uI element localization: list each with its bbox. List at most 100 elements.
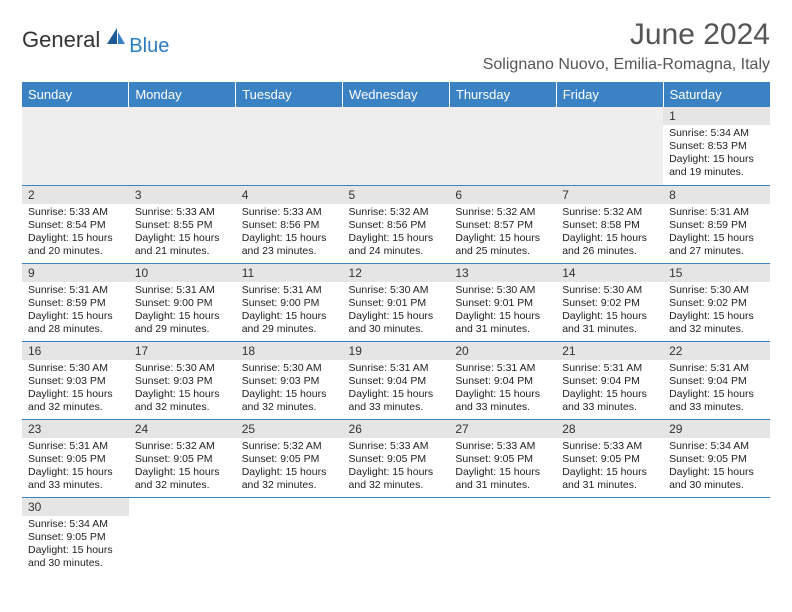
day-detail-line: Daylight: 15 hours <box>455 466 550 479</box>
day-detail-line: Daylight: 15 hours <box>669 388 764 401</box>
calendar-day-cell: 30Sunrise: 5:34 AMSunset: 9:05 PMDayligh… <box>22 497 129 575</box>
day-detail-line: Sunset: 9:04 PM <box>669 375 764 388</box>
day-details: Sunrise: 5:33 AMSunset: 9:05 PMDaylight:… <box>343 438 450 497</box>
day-number: 5 <box>343 186 450 204</box>
day-detail-line: and 25 minutes. <box>455 245 550 258</box>
day-detail-line: Sunrise: 5:30 AM <box>135 362 230 375</box>
calendar-day-cell: 14Sunrise: 5:30 AMSunset: 9:02 PMDayligh… <box>556 263 663 341</box>
day-detail-line: and 21 minutes. <box>135 245 230 258</box>
day-detail-line: Daylight: 15 hours <box>242 232 337 245</box>
day-detail-line: and 33 minutes. <box>28 479 123 492</box>
day-number: 12 <box>343 264 450 282</box>
day-details: Sunrise: 5:34 AMSunset: 9:05 PMDaylight:… <box>663 438 770 497</box>
day-detail-line: Sunrise: 5:33 AM <box>28 206 123 219</box>
day-detail-line: Sunset: 9:05 PM <box>562 453 657 466</box>
day-detail-line: Daylight: 15 hours <box>349 310 444 323</box>
calendar-table: Sunday Monday Tuesday Wednesday Thursday… <box>22 82 770 575</box>
calendar-day-cell <box>129 107 236 185</box>
day-detail-line: Sunrise: 5:30 AM <box>349 284 444 297</box>
calendar-day-cell: 7Sunrise: 5:32 AMSunset: 8:58 PMDaylight… <box>556 185 663 263</box>
day-header: Saturday <box>663 82 770 107</box>
day-number: 21 <box>556 342 663 360</box>
day-details: Sunrise: 5:34 AMSunset: 8:53 PMDaylight:… <box>663 125 770 184</box>
day-detail-line: Sunset: 9:03 PM <box>135 375 230 388</box>
day-detail-line: and 32 minutes. <box>28 401 123 414</box>
calendar-day-cell: 21Sunrise: 5:31 AMSunset: 9:04 PMDayligh… <box>556 341 663 419</box>
day-detail-line: Daylight: 15 hours <box>28 388 123 401</box>
day-number: 14 <box>556 264 663 282</box>
day-detail-line: Daylight: 15 hours <box>455 388 550 401</box>
day-detail-line: Sunrise: 5:33 AM <box>135 206 230 219</box>
calendar-day-cell: 1Sunrise: 5:34 AMSunset: 8:53 PMDaylight… <box>663 107 770 185</box>
day-detail-line: Sunrise: 5:32 AM <box>242 440 337 453</box>
day-detail-line: Sunset: 8:56 PM <box>349 219 444 232</box>
day-number: 13 <box>449 264 556 282</box>
day-detail-line: Sunrise: 5:31 AM <box>669 362 764 375</box>
day-details: Sunrise: 5:30 AMSunset: 9:02 PMDaylight:… <box>663 282 770 341</box>
calendar-week-row: 2Sunrise: 5:33 AMSunset: 8:54 PMDaylight… <box>22 185 770 263</box>
day-details: Sunrise: 5:32 AMSunset: 9:05 PMDaylight:… <box>129 438 236 497</box>
day-detail-line: Sunrise: 5:30 AM <box>562 284 657 297</box>
day-details: Sunrise: 5:32 AMSunset: 9:05 PMDaylight:… <box>236 438 343 497</box>
day-number: 8 <box>663 186 770 204</box>
day-detail-line: and 32 minutes. <box>349 479 444 492</box>
day-detail-line: Sunset: 8:53 PM <box>669 140 764 153</box>
day-number: 18 <box>236 342 343 360</box>
day-detail-line: Sunrise: 5:32 AM <box>349 206 444 219</box>
day-details: Sunrise: 5:32 AMSunset: 8:57 PMDaylight:… <box>449 204 556 263</box>
day-detail-line: and 29 minutes. <box>135 323 230 336</box>
day-detail-line: Daylight: 15 hours <box>135 310 230 323</box>
day-detail-line: Sunrise: 5:33 AM <box>455 440 550 453</box>
calendar-day-cell: 4Sunrise: 5:33 AMSunset: 8:56 PMDaylight… <box>236 185 343 263</box>
day-number: 25 <box>236 420 343 438</box>
day-details: Sunrise: 5:31 AMSunset: 9:04 PMDaylight:… <box>343 360 450 419</box>
day-detail-line: Daylight: 15 hours <box>562 388 657 401</box>
day-detail-line: Sunset: 9:05 PM <box>242 453 337 466</box>
day-detail-line: Daylight: 15 hours <box>242 466 337 479</box>
day-detail-line: Sunset: 9:04 PM <box>455 375 550 388</box>
day-number: 17 <box>129 342 236 360</box>
day-number: 16 <box>22 342 129 360</box>
day-detail-line: and 33 minutes. <box>562 401 657 414</box>
day-detail-line: Sunset: 8:55 PM <box>135 219 230 232</box>
calendar-day-cell <box>236 107 343 185</box>
day-detail-line: Daylight: 15 hours <box>562 310 657 323</box>
day-detail-line: and 29 minutes. <box>242 323 337 336</box>
day-detail-line: and 28 minutes. <box>28 323 123 336</box>
day-detail-line: Daylight: 15 hours <box>242 388 337 401</box>
day-detail-line: Sunrise: 5:32 AM <box>135 440 230 453</box>
day-details: Sunrise: 5:33 AMSunset: 9:05 PMDaylight:… <box>449 438 556 497</box>
day-detail-line: and 33 minutes. <box>349 401 444 414</box>
day-detail-line: Sunrise: 5:31 AM <box>28 440 123 453</box>
day-details: Sunrise: 5:30 AMSunset: 9:03 PMDaylight:… <box>129 360 236 419</box>
day-detail-line: Sunset: 9:05 PM <box>669 453 764 466</box>
calendar-day-cell: 22Sunrise: 5:31 AMSunset: 9:04 PMDayligh… <box>663 341 770 419</box>
day-details: Sunrise: 5:32 AMSunset: 8:56 PMDaylight:… <box>343 204 450 263</box>
day-number: 30 <box>22 498 129 516</box>
day-details: Sunrise: 5:31 AMSunset: 9:04 PMDaylight:… <box>449 360 556 419</box>
month-title: June 2024 <box>483 18 770 52</box>
day-detail-line: Daylight: 15 hours <box>455 310 550 323</box>
day-detail-line: and 26 minutes. <box>562 245 657 258</box>
day-details: Sunrise: 5:30 AMSunset: 9:03 PMDaylight:… <box>236 360 343 419</box>
day-detail-line: Sunset: 9:05 PM <box>349 453 444 466</box>
day-details: Sunrise: 5:32 AMSunset: 8:58 PMDaylight:… <box>556 204 663 263</box>
calendar-day-cell: 17Sunrise: 5:30 AMSunset: 9:03 PMDayligh… <box>129 341 236 419</box>
calendar-day-cell <box>22 107 129 185</box>
calendar-day-cell: 8Sunrise: 5:31 AMSunset: 8:59 PMDaylight… <box>663 185 770 263</box>
day-detail-line: and 32 minutes. <box>669 323 764 336</box>
day-number: 1 <box>663 107 770 125</box>
day-detail-line: Daylight: 15 hours <box>28 232 123 245</box>
calendar-day-cell: 6Sunrise: 5:32 AMSunset: 8:57 PMDaylight… <box>449 185 556 263</box>
day-detail-line: Sunset: 8:58 PM <box>562 219 657 232</box>
calendar-day-cell: 27Sunrise: 5:33 AMSunset: 9:05 PMDayligh… <box>449 419 556 497</box>
day-detail-line: Daylight: 15 hours <box>28 466 123 479</box>
day-number: 7 <box>556 186 663 204</box>
calendar-week-row: 23Sunrise: 5:31 AMSunset: 9:05 PMDayligh… <box>22 419 770 497</box>
day-detail-line: and 31 minutes. <box>562 323 657 336</box>
day-details: Sunrise: 5:30 AMSunset: 9:01 PMDaylight:… <box>343 282 450 341</box>
day-detail-line: Daylight: 15 hours <box>242 310 337 323</box>
day-detail-line: and 23 minutes. <box>242 245 337 258</box>
day-detail-line: Sunrise: 5:31 AM <box>669 206 764 219</box>
calendar-day-cell: 5Sunrise: 5:32 AMSunset: 8:56 PMDaylight… <box>343 185 450 263</box>
